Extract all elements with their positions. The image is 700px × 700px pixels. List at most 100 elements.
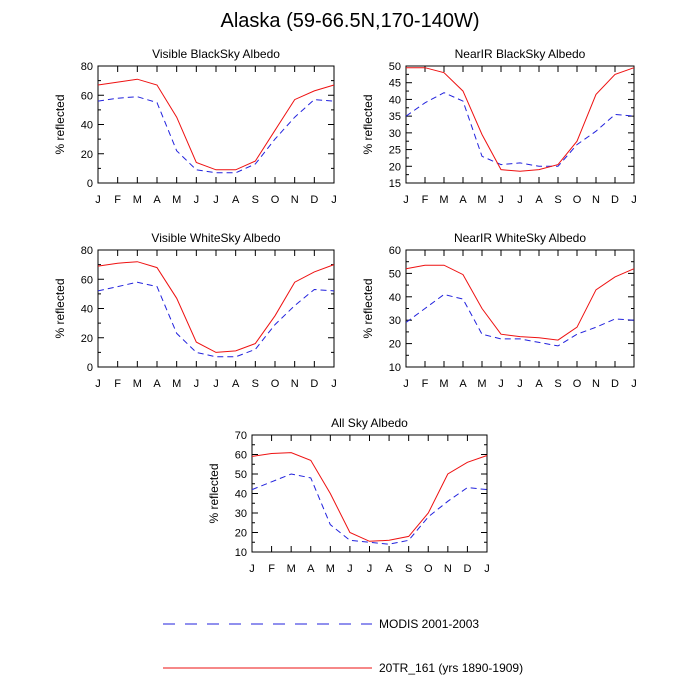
x-tick-label: F: [422, 378, 429, 390]
x-tick-label: D: [310, 194, 318, 206]
y-tick-label: 80: [81, 61, 93, 73]
x-tick-label: J: [194, 378, 200, 390]
plot-frame: [405, 249, 635, 368]
y-tick-label: 60: [81, 274, 93, 286]
x-tick-label: S: [405, 563, 412, 575]
y-tick-label: 40: [235, 489, 247, 501]
x-tick-label: N: [444, 563, 452, 575]
series-line-modis: [97, 281, 335, 358]
x-tick-label: O: [424, 563, 433, 575]
x-tick-label: J: [484, 563, 490, 575]
x-tick-label: A: [232, 194, 240, 206]
series-line-model: [406, 67, 635, 172]
y-tick-label: 35: [389, 111, 401, 123]
series-line-model: [97, 261, 335, 353]
plot-frame: [97, 249, 335, 368]
chart-title: All Sky Albedo: [331, 416, 408, 430]
x-tick-label: M: [477, 194, 486, 206]
series-line-model: [405, 264, 635, 341]
x-tick-label: J: [403, 378, 409, 390]
x-tick-label: F: [114, 194, 121, 206]
x-tick-label: M: [133, 378, 142, 390]
y-tick-label: 10: [389, 362, 401, 374]
x-tick-label: M: [172, 378, 181, 390]
y-tick-label: 20: [389, 339, 401, 351]
series-line-modis: [251, 473, 488, 545]
legend-modis-label: MODIS 2001-2003: [379, 617, 479, 631]
x-tick-label: J: [347, 563, 353, 575]
x-tick-label: J: [213, 194, 219, 206]
x-tick-label: S: [252, 378, 259, 390]
x-tick-label: D: [611, 378, 619, 390]
x-tick-label: O: [573, 194, 582, 206]
y-axis-label: % reflected: [53, 94, 67, 154]
x-tick-label: M: [439, 378, 448, 390]
y-tick-label: 40: [81, 304, 93, 316]
x-tick-label: J: [403, 194, 409, 206]
x-tick-label: J: [498, 194, 504, 206]
x-tick-label: A: [535, 194, 543, 206]
x-tick-label: M: [172, 194, 181, 206]
x-tick-label: F: [422, 194, 429, 206]
x-tick-label: M: [326, 563, 335, 575]
x-tick-label: A: [535, 378, 543, 390]
x-tick-label: D: [310, 378, 318, 390]
x-tick-label: N: [592, 378, 600, 390]
x-tick-label: F: [114, 378, 121, 390]
y-tick-label: 15: [389, 178, 401, 190]
x-tick-label: J: [213, 378, 219, 390]
x-tick-label: J: [517, 378, 523, 390]
x-tick-label: S: [554, 194, 561, 206]
x-tick-label: O: [271, 378, 280, 390]
legend: MODIS 2001-2003 20TR_161 (yrs 1890-1909): [163, 617, 523, 675]
x-tick-label: A: [232, 378, 240, 390]
x-tick-label: J: [331, 378, 337, 390]
x-tick-label: M: [133, 194, 142, 206]
y-axis-label: % reflected: [361, 278, 375, 338]
y-tick-label: 60: [235, 450, 247, 462]
series-line-modis: [405, 92, 635, 167]
chart-title: NearIR BlackSky Albedo: [455, 47, 586, 61]
x-tick-label: J: [95, 194, 101, 206]
x-tick-label: D: [611, 194, 619, 206]
y-axis-label: % reflected: [361, 94, 375, 154]
x-tick-label: A: [153, 194, 161, 206]
y-tick-label: 10: [235, 547, 247, 559]
x-tick-label: S: [554, 378, 561, 390]
series-line-model: [97, 78, 335, 171]
y-tick-label: 30: [389, 315, 401, 327]
legend-model-label: 20TR_161 (yrs 1890-1909): [379, 661, 523, 675]
x-tick-label: M: [287, 563, 296, 575]
y-tick-label: 40: [389, 94, 401, 106]
x-tick-label: N: [592, 194, 600, 206]
chart-title: Visible BlackSky Albedo: [152, 47, 280, 61]
x-tick-label: O: [573, 378, 582, 390]
chart-title: Visible WhiteSky Albedo: [151, 231, 281, 245]
x-tick-label: J: [331, 194, 337, 206]
y-tick-label: 60: [81, 90, 93, 102]
y-tick-label: 60: [389, 245, 401, 257]
series-line-modis: [97, 96, 335, 174]
y-tick-label: 25: [389, 145, 401, 157]
x-tick-label: D: [463, 563, 471, 575]
y-tick-label: 30: [389, 128, 401, 140]
x-tick-label: M: [477, 378, 486, 390]
x-tick-label: J: [367, 563, 373, 575]
x-tick-label: S: [252, 194, 259, 206]
chart-title: NearIR WhiteSky Albedo: [454, 231, 586, 245]
y-tick-label: 20: [81, 333, 93, 345]
x-tick-label: A: [459, 194, 467, 206]
y-tick-label: 70: [235, 430, 247, 442]
y-tick-label: 0: [87, 178, 93, 190]
y-tick-label: 50: [235, 469, 247, 481]
plot-frame: [405, 65, 635, 184]
x-tick-label: J: [517, 194, 523, 206]
y-tick-label: 20: [235, 528, 247, 540]
y-axis-label: % reflected: [53, 278, 67, 338]
y-tick-label: 20: [81, 149, 93, 161]
